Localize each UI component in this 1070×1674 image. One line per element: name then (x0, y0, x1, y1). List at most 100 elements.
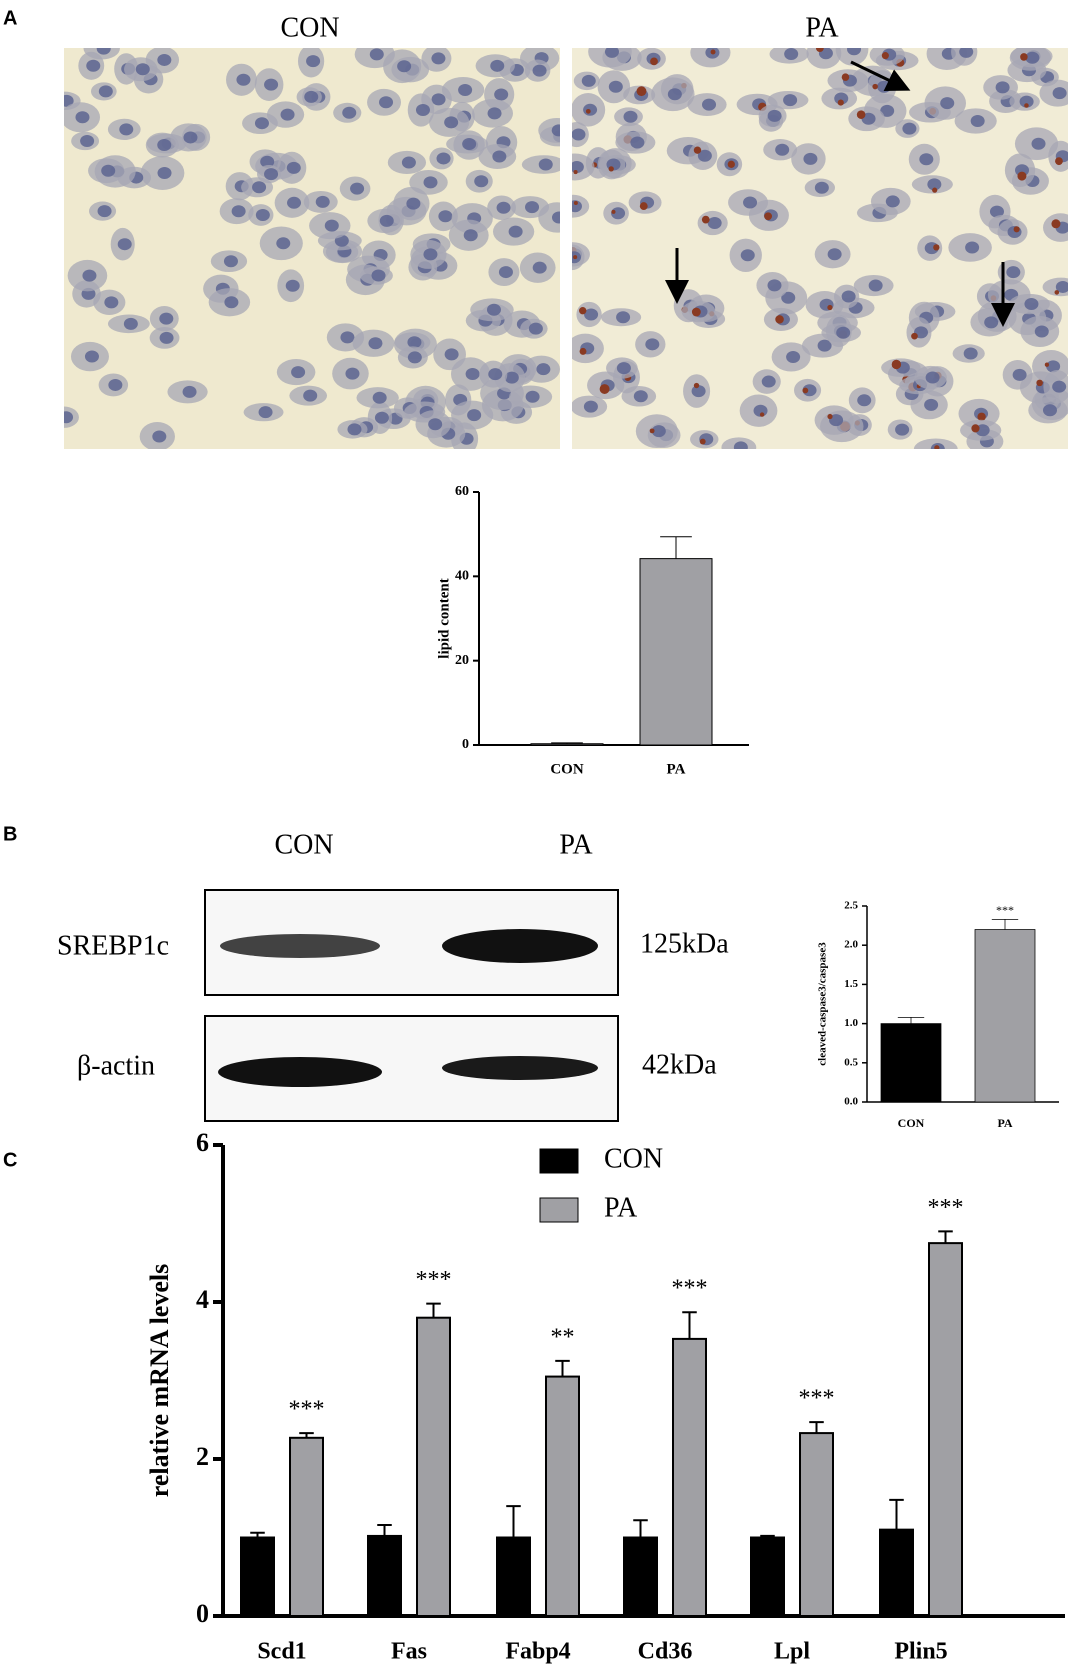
x-tick-label: Lpl (774, 1639, 810, 1665)
nucleus (135, 63, 150, 76)
nucleus (286, 161, 301, 174)
nucleus (1052, 87, 1067, 100)
band (442, 929, 598, 963)
nucleus (1042, 404, 1057, 417)
nucleus (504, 371, 519, 384)
y-tick-label: 0 (462, 737, 469, 752)
lane-label: CON (274, 829, 333, 860)
error-bar (555, 1359, 570, 1377)
nucleus (494, 88, 509, 101)
bar (799, 1432, 834, 1617)
size-label: 125kDa (640, 928, 729, 959)
bar (416, 1316, 451, 1617)
lipid-droplet (1051, 219, 1061, 229)
error-bar (660, 536, 692, 559)
nucleus (1012, 368, 1027, 381)
nucleus (463, 229, 478, 242)
y-tick-label: 1.0 (844, 1017, 858, 1029)
nucleus (847, 48, 862, 56)
nucleus (868, 279, 883, 292)
nucleus (965, 241, 980, 254)
nucleus (371, 269, 386, 282)
y-axis-label: lipid content (436, 578, 452, 658)
micrograph-label: PA (805, 12, 839, 43)
nucleus (254, 117, 269, 130)
nucleus (857, 394, 872, 407)
y-tick-label: 0.0 (844, 1096, 858, 1108)
nucleus (98, 85, 113, 98)
y-axis-label: cleaved-caspase3/caspase3 (817, 942, 829, 1066)
nucleus (255, 208, 270, 221)
nucleus (347, 423, 362, 436)
nucleus (159, 312, 174, 325)
nucleus (101, 164, 116, 177)
nucleus (498, 266, 513, 279)
nucleus (157, 166, 172, 179)
nucleus (303, 389, 318, 402)
lipid-droplet (573, 200, 578, 205)
nucleus (406, 197, 421, 210)
lipid-droplet (1017, 171, 1027, 181)
arrow (850, 60, 911, 92)
nucleus (258, 406, 273, 419)
nucleus (123, 317, 138, 330)
y-tick-label: 20 (455, 653, 469, 668)
panel-label: C (3, 1149, 17, 1171)
nucleus (783, 94, 798, 107)
lipid-droplet (693, 146, 702, 154)
cells (64, 48, 560, 449)
lipid-droplet (933, 244, 940, 251)
cell (538, 202, 560, 233)
nucleus (465, 368, 480, 381)
lipid-droplet (579, 347, 587, 355)
nucleus (1024, 298, 1039, 311)
bar (974, 929, 1036, 1103)
nucleus (64, 94, 74, 107)
nucleus (786, 350, 801, 363)
lipid-droplet (1044, 362, 1050, 367)
x-tick-label: CON (550, 761, 584, 777)
nucleus (885, 195, 900, 208)
lipid-droplet (932, 187, 938, 193)
nucleus (532, 261, 547, 274)
nucleus (104, 296, 119, 309)
nucleus (97, 205, 112, 218)
nucleus (223, 255, 238, 268)
nucleus (306, 55, 321, 68)
nucleus (775, 143, 790, 156)
lipid-droplet (1013, 226, 1020, 233)
nucleus (159, 331, 174, 344)
nucleus (583, 400, 598, 413)
nucleus (108, 378, 123, 391)
band (442, 1056, 598, 1080)
nucleus (252, 181, 267, 194)
bar (880, 1023, 942, 1103)
x-tick-label: Scd1 (257, 1639, 306, 1665)
lipid-droplet (585, 108, 591, 114)
nucleus (707, 217, 722, 230)
lipid-droplet (764, 212, 773, 221)
bar (289, 1436, 324, 1618)
nucleus (803, 152, 818, 165)
nucleus (608, 80, 623, 93)
nucleus (436, 152, 451, 165)
nucleus (532, 64, 547, 77)
lipid-droplet (891, 359, 902, 370)
bar (545, 1375, 580, 1617)
nucleus (829, 414, 844, 427)
nucleus (925, 371, 940, 384)
nucleus (697, 149, 712, 162)
nucleus (781, 291, 796, 304)
nucleus (224, 296, 239, 309)
x-tick-label: PA (667, 761, 686, 777)
nucleus (630, 136, 645, 149)
error-bar (897, 1016, 925, 1024)
lipid-droplet (573, 255, 578, 260)
error-bar (377, 1523, 392, 1536)
lipid-droplet (1020, 53, 1028, 61)
nucleus (970, 114, 985, 127)
nucleus (84, 350, 99, 363)
nucleus (119, 123, 134, 136)
nucleus (264, 168, 279, 181)
x-tick-label: Fas (391, 1639, 427, 1665)
